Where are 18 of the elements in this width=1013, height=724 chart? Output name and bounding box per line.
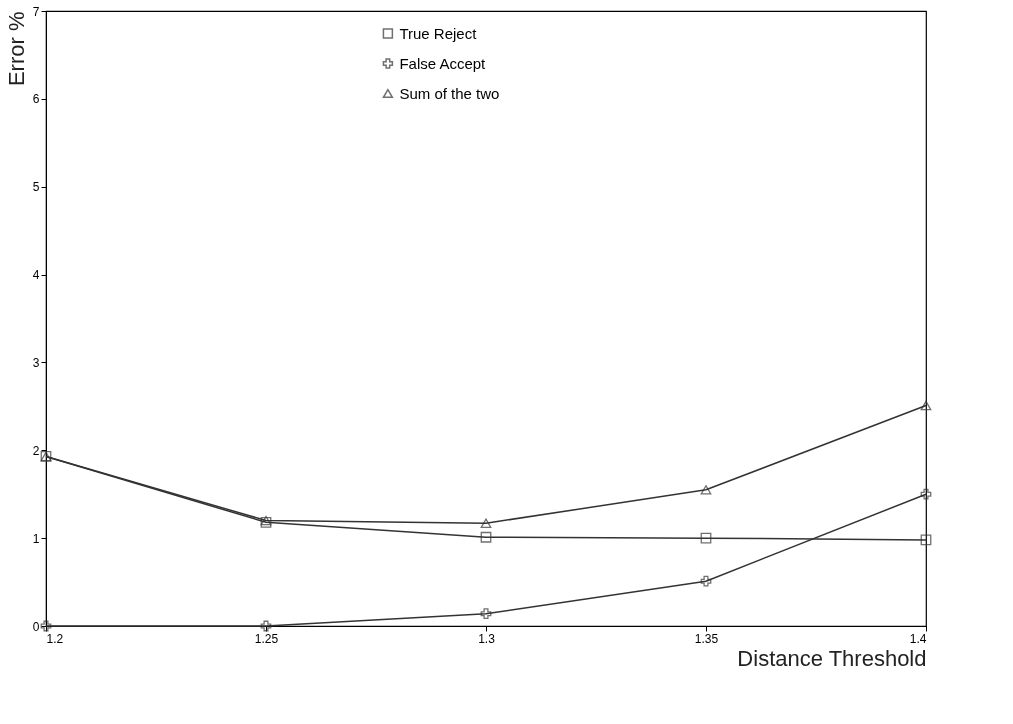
- legend-label: Sum of the two: [399, 84, 500, 102]
- y-tick-label: 4: [32, 268, 40, 283]
- y-axis-title: Error %: [3, 11, 29, 87]
- y-tick-label: 1: [32, 531, 40, 546]
- x-tick-label: 1.3: [478, 631, 496, 646]
- x-tick-label: 1.2: [46, 631, 64, 646]
- x-tick-label: 1.25: [254, 631, 279, 646]
- y-tick-label: 2: [32, 443, 40, 458]
- y-tick-label: 6: [32, 92, 40, 107]
- y-tick-label: 5: [32, 180, 40, 195]
- y-tick-label: 7: [32, 4, 40, 19]
- x-tick-label: 1.35: [694, 631, 719, 646]
- y-tick-label: 0: [32, 619, 40, 634]
- x-tick-label: 1.4: [909, 631, 927, 646]
- y-tick-label: 3: [32, 355, 40, 370]
- legend-label: False Accept: [399, 54, 487, 72]
- x-axis-title: Distance Threshold: [737, 645, 927, 671]
- legend-label: True Reject: [399, 24, 478, 42]
